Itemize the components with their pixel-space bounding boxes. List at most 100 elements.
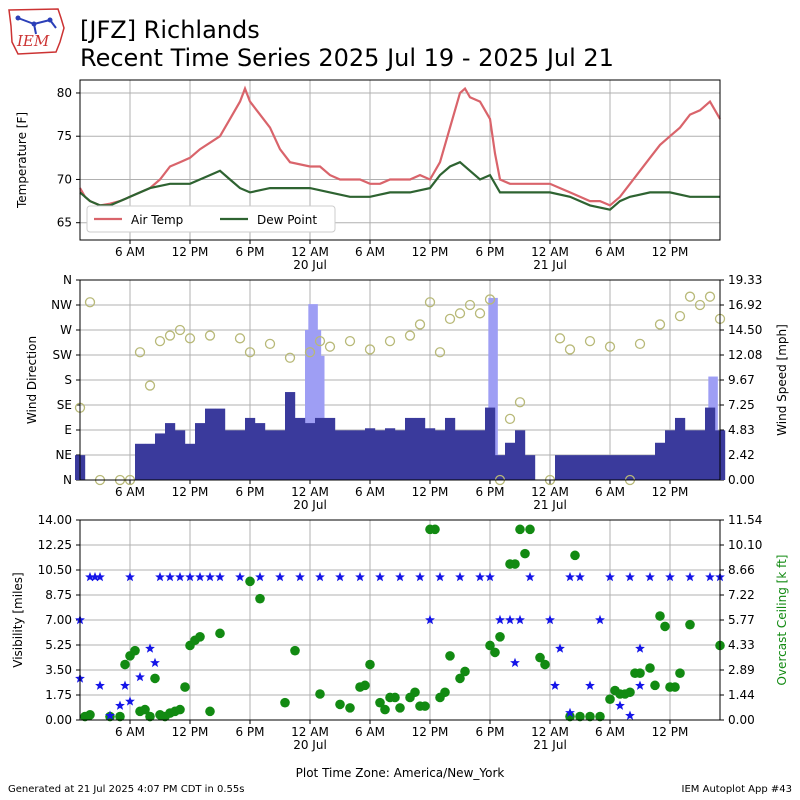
wind-speed-bar (275, 430, 286, 480)
ceiling-point (345, 703, 355, 713)
ceiling-point (675, 668, 685, 679)
wind-dir-tick-label: NE (55, 448, 72, 462)
wind-speed-bar (165, 423, 176, 480)
wind-speed-bar (495, 455, 506, 480)
visibility-point (90, 571, 100, 582)
wind-direction-point (144, 380, 156, 391)
visibility-point (625, 571, 635, 582)
visibility-point (555, 643, 565, 653)
temp-x-tick-label: 6 AM (595, 245, 625, 259)
vis-x-tick-label: 12 AM (531, 725, 569, 739)
temp-x-tick-sublabel: 20 Jul (293, 258, 327, 272)
wind-x-tick-label: 6 AM (355, 485, 385, 499)
ceiling-point (420, 701, 430, 711)
visibility-point (95, 571, 105, 582)
ceiling-point (660, 621, 670, 632)
ceiling-point (365, 659, 375, 670)
ceiling-point (585, 711, 595, 722)
visibility-point (375, 571, 385, 582)
wind-direction-point (134, 347, 146, 358)
temp-legend (86, 205, 336, 233)
ceiling-point (410, 687, 420, 698)
wind-speed-bar (185, 443, 196, 480)
wind-x-tick-label: 12 PM (652, 485, 689, 499)
ceiling-point (625, 687, 635, 698)
vis-grid (129, 520, 671, 724)
wind-x-tick-sublabel: 21 Jul (533, 498, 567, 512)
temp-axes-frame (79, 79, 721, 241)
ceiling-point (195, 632, 205, 642)
wind-speed-bar (145, 443, 156, 480)
temp-x-tick-label: 6 AM (115, 245, 145, 259)
wind-speed-bar (485, 407, 496, 480)
wind-direction-point (504, 413, 516, 425)
wind-direction-point (184, 333, 196, 344)
wind-speed-bar (675, 417, 686, 480)
temp-x-tick-label: 12 AM (531, 245, 569, 259)
ceiling-y2-tick-label: 8.66 (728, 563, 755, 577)
wind-direction-point (204, 330, 216, 341)
wind-speed-bar (575, 455, 586, 480)
wind-dir-axis-label: Wind Direction (25, 336, 39, 424)
ceiling-y2-tick-label: 2.89 (728, 663, 755, 677)
legend-dew-point-label: Dew Point (257, 213, 317, 227)
vis-y-tick-label: 10.50 (38, 563, 72, 577)
temp-x-tick-sublabel: 21 Jul (533, 258, 567, 272)
visibility-point (645, 571, 655, 582)
ceiling-y2-tick-label: 10.10 (728, 538, 762, 552)
wind-direction-point (284, 352, 296, 363)
visibility-point (705, 571, 715, 582)
wind-direction-point (564, 344, 576, 355)
wind-speed-tick-label: 9.67 (728, 373, 755, 387)
ceiling-point (360, 680, 370, 691)
wind-speed-bar (555, 455, 566, 480)
ceiling-point (380, 704, 390, 715)
vis-x-tick-sublabel: 20 Jul (293, 738, 327, 752)
wind-speed-bar (295, 417, 306, 480)
temp-y-tick-label: 80 (57, 86, 72, 100)
ceiling-point (280, 697, 290, 708)
wind-speed-bar (655, 442, 666, 480)
ceiling-point (430, 524, 440, 535)
visibility-point (605, 571, 615, 582)
wind-speed-bar (325, 417, 336, 480)
wind-direction-point (314, 335, 326, 347)
visibility-point (625, 710, 635, 720)
wind-x-tick-label: 12 AM (291, 485, 329, 499)
wind-speed-bar (285, 392, 296, 480)
visibility-point (235, 571, 245, 582)
wind-speed-bar (365, 428, 376, 480)
ceiling-point (515, 524, 525, 535)
vis-x-tick-label: 6 AM (355, 725, 385, 739)
wind-speed-bar (515, 430, 526, 480)
visibility-point (335, 571, 345, 582)
ceiling-point (290, 645, 300, 656)
ceiling-point (510, 559, 520, 569)
visibility-point (550, 680, 560, 690)
visibility-point (395, 571, 405, 582)
vis-y-tick-label: 14.00 (38, 513, 72, 527)
ceiling-point (635, 668, 645, 679)
wind-speed-bar (305, 423, 316, 480)
visibility-point (105, 710, 115, 720)
ceiling-point (145, 711, 155, 722)
visibility-point (275, 571, 285, 582)
wind-x-tick-sublabel: 20 Jul (293, 498, 327, 512)
iem-logo: IEM (8, 8, 65, 55)
wind-speed-bar (605, 455, 616, 480)
footer-generated: Generated at 21 Jul 2025 4:07 PM CDT in … (8, 784, 245, 795)
ceiling-y2-tick-label: 11.54 (728, 513, 762, 527)
ceiling-point (495, 632, 505, 642)
ceiling-point (460, 666, 470, 677)
ceiling-point (390, 692, 400, 703)
wind-direction-point (604, 341, 616, 352)
ceiling-point (140, 704, 150, 715)
wind-direction-point (684, 291, 696, 302)
ceiling-point (175, 704, 185, 715)
wind-direction-point (554, 333, 566, 344)
ceiling-point (570, 550, 580, 561)
visibility-point (595, 614, 605, 625)
wind-direction-point (654, 319, 666, 330)
ceiling-point (375, 697, 385, 708)
wind-speed-bar (415, 417, 426, 480)
